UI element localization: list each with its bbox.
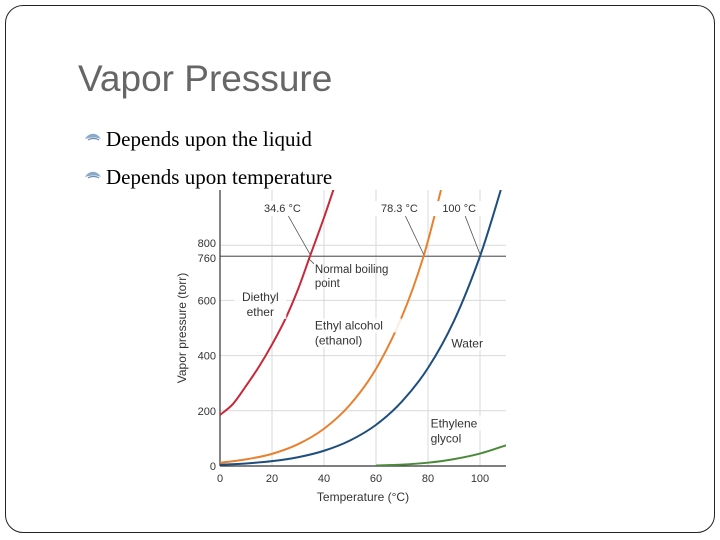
boiling-point-label-bg (433, 201, 486, 217)
boiling-point-leader-line (288, 215, 311, 255)
boiling-point-label: 78.3 °C (381, 203, 418, 215)
series-line-water (220, 190, 502, 466)
boiling-point-leader-line (464, 215, 481, 255)
series-label: Ethyl alcohol (315, 318, 383, 332)
y-tick-label: 400 (198, 351, 216, 363)
series-label-bg (312, 333, 376, 348)
bullet-item: Depends upon temperature (82, 158, 332, 196)
bullet-text: Depends upon the liquid (106, 127, 312, 151)
series-label: ether (247, 305, 274, 319)
bullet-text: Depends upon temperature (106, 165, 333, 189)
bullet-ornament-icon (85, 171, 101, 179)
boiling-point-leader-line (405, 215, 424, 255)
y-tick-label: 0 (210, 461, 216, 473)
x-tick-label: 20 (266, 473, 278, 485)
series-label-bg (428, 431, 472, 446)
series-line-ethyl-alcohol-ethanol (220, 190, 442, 464)
normal-boiling-point-label: point (315, 278, 341, 290)
series-label-bg (234, 304, 287, 319)
boiling-point-label-bg (256, 201, 309, 217)
x-tick-label: 40 (318, 473, 330, 485)
x-axis-title: Temperature (°C) (317, 490, 409, 504)
y-tick-label: 200 (198, 406, 216, 418)
y-tick-label: 800 (198, 238, 216, 250)
series-label-bg (234, 289, 287, 304)
bullet-ornament-icon (85, 133, 101, 141)
x-tick-label: 60 (370, 473, 382, 485)
series-label: Water (451, 336, 483, 350)
y-tick-label: 760 (198, 253, 216, 265)
series-label: Ethylene (431, 416, 478, 430)
boiling-point-label: 100 °C (442, 203, 476, 215)
series-line-ethylene-glycol (375, 444, 506, 466)
boiling-point-label-bg (373, 201, 426, 217)
normal-boiling-point-label: Normal boiling (315, 264, 389, 276)
y-tick-label: 600 (198, 295, 216, 307)
series-label-bg (449, 336, 486, 351)
vapor-pressure-chart: 0 20 40 60 80 100 0 200 400 600 760 800 Temperature … (175, 190, 506, 504)
series-label: glycol (431, 431, 462, 445)
series-line-diethyl-ether (220, 190, 335, 416)
series-label: Diethyl (242, 290, 279, 304)
x-tick-label: 0 (217, 473, 223, 485)
series-label-bg (312, 318, 402, 333)
series-label-bg (428, 416, 485, 431)
x-tick-label: 80 (422, 473, 434, 485)
y-axis-title: Vapor pressure (torr) (175, 273, 189, 383)
x-tick-label: 100 (471, 473, 489, 485)
boiling-point-label: 34.6 °C (264, 203, 301, 215)
normal-boiling-point-leader-line (308, 257, 315, 265)
bullet-list: Depends upon the liquid Depends upon tem… (82, 120, 332, 196)
bullet-item: Depends upon the liquid (82, 120, 332, 158)
series-label: (ethanol) (315, 333, 362, 347)
slide-title: Vapor Pressure (78, 58, 333, 99)
